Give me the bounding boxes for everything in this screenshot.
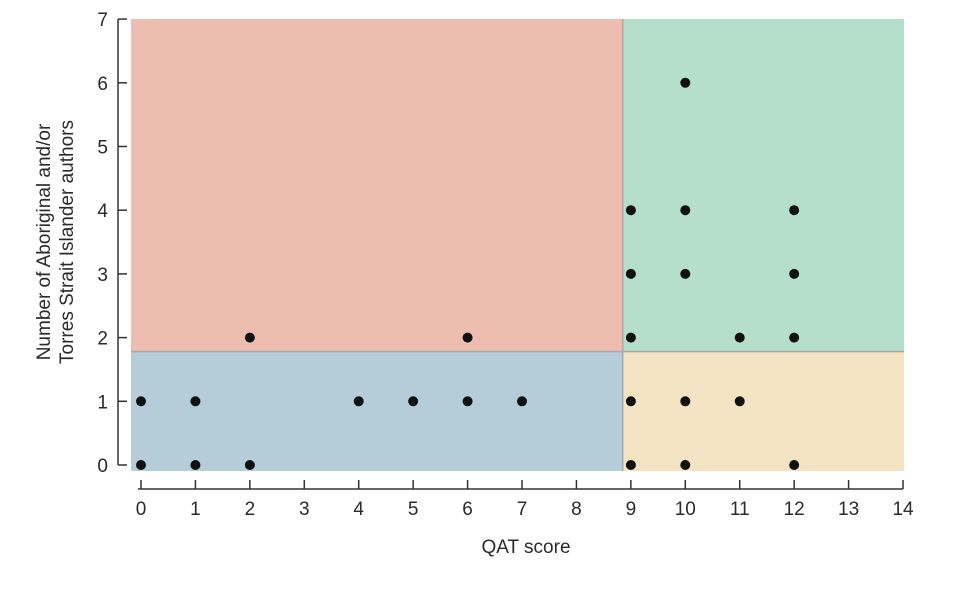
y-tick-label: 0 [97, 456, 108, 477]
data-point [462, 332, 473, 343]
y-tick-label: 6 [97, 74, 108, 95]
data-point [625, 205, 636, 216]
region-high-qat-high-authors [622, 19, 904, 352]
x-tick-label: 2 [245, 499, 256, 520]
y-tick-label: 3 [97, 265, 108, 286]
x-tick-label: 4 [353, 499, 364, 520]
x-tick-label: 13 [838, 499, 859, 520]
data-point [625, 332, 636, 343]
x-tick-label: 6 [462, 499, 473, 520]
data-point [136, 396, 146, 407]
x-tick-label: 3 [299, 499, 310, 520]
x-axis-title: QAT score [481, 537, 570, 558]
x-tick-label: 11 [730, 499, 750, 520]
axes [117, 19, 904, 490]
data-point [353, 396, 364, 407]
quadrant-regions [131, 19, 904, 471]
data-point [789, 205, 800, 216]
region-high-qat-low-authors [622, 351, 904, 471]
x-tick-label: 14 [892, 499, 914, 520]
data-point [625, 396, 636, 407]
region-low-qat-low-authors [131, 351, 623, 471]
data-point [680, 268, 691, 279]
data-points [136, 77, 800, 470]
data-point [136, 460, 146, 470]
y-axis-title-line-1: Number of Aboriginal and/or [34, 123, 55, 360]
y-tick-label: 7 [97, 10, 108, 31]
data-point [517, 396, 528, 407]
x-tick-label: 5 [408, 499, 419, 520]
x-tick-label: 8 [571, 499, 582, 520]
data-point [625, 268, 636, 279]
data-point [680, 77, 691, 88]
y-tick-label: 4 [97, 201, 108, 222]
data-point [734, 332, 745, 343]
x-tick-label: 12 [784, 499, 805, 520]
data-point [680, 205, 691, 216]
data-point [789, 460, 800, 470]
data-point [789, 332, 800, 343]
data-point [680, 460, 691, 470]
y-axis-title-line-2: Torres Strait Islander authors [57, 120, 78, 364]
data-point [680, 396, 691, 407]
x-tick-label: 1 [190, 499, 201, 520]
y-tick-label: 5 [97, 138, 108, 159]
data-point [462, 396, 473, 407]
data-point [408, 396, 419, 407]
x-tick-label: 7 [517, 499, 528, 520]
data-point [244, 460, 255, 470]
x-tick-label: 9 [626, 499, 637, 520]
y-tick-label: 2 [97, 329, 108, 350]
data-point [190, 396, 201, 407]
data-point [789, 268, 800, 279]
data-point [190, 460, 201, 470]
data-point [734, 396, 745, 407]
y-tick-label: 1 [97, 392, 108, 413]
x-tick-label: 0 [136, 499, 147, 520]
data-point [244, 332, 255, 343]
data-point [625, 460, 636, 470]
x-tick-label: 10 [675, 499, 696, 520]
region-low-qat-high-authors [131, 19, 623, 352]
